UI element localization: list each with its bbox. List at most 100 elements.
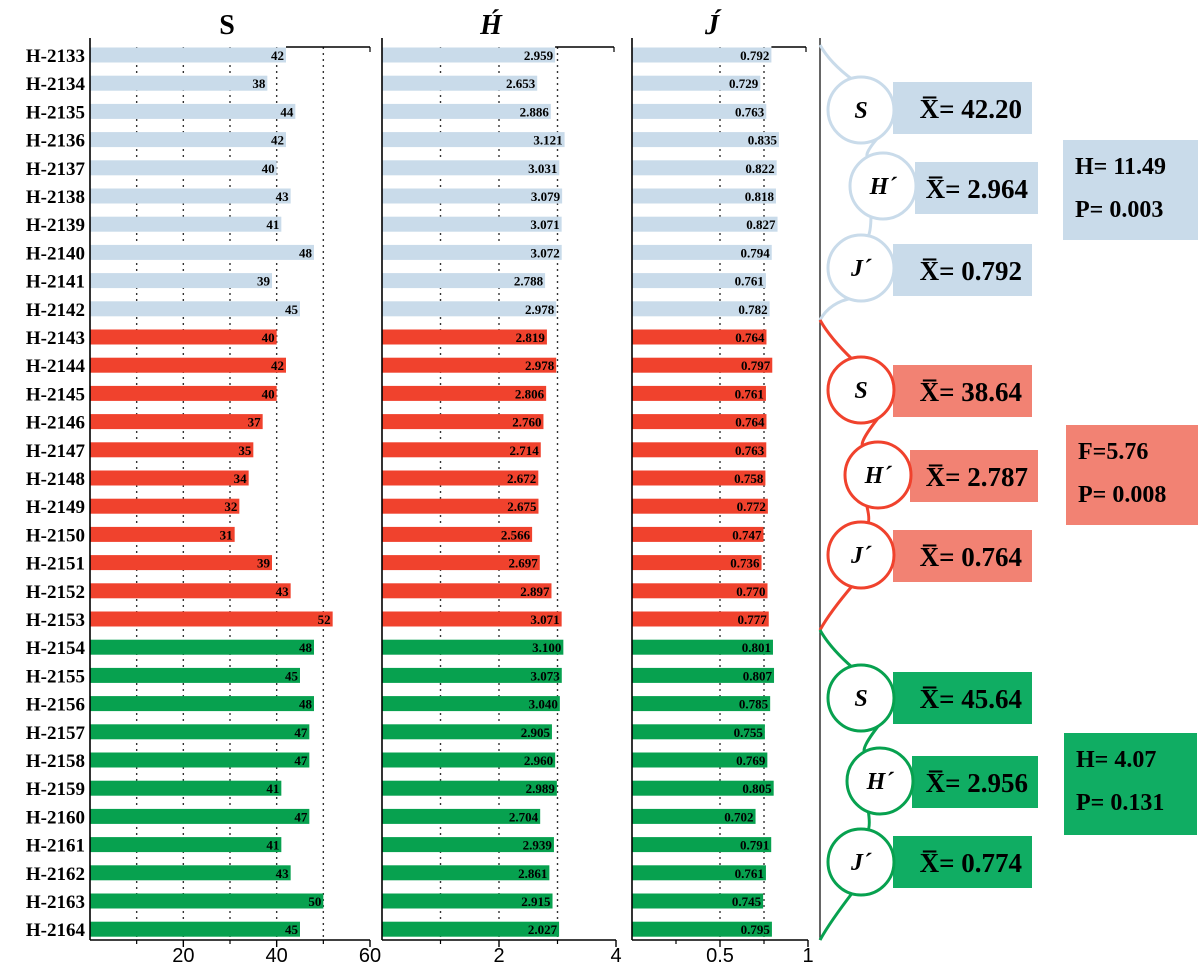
bar-H-2148 <box>382 470 539 486</box>
data-label: 40 <box>262 386 275 401</box>
bar-H-2151 <box>632 555 762 571</box>
row-label-H-2161: H-2161 <box>26 836 85 857</box>
bar-H-2151 <box>382 555 540 571</box>
bar-H-2141 <box>382 273 546 289</box>
data-label: 2.819 <box>516 330 546 345</box>
data-label: 0.761 <box>735 866 764 881</box>
x-tick-label: 0.5 <box>706 945 734 967</box>
row-label-H-2162: H-2162 <box>26 864 85 885</box>
bar-H-2152 <box>382 583 552 599</box>
data-label: 0.801 <box>742 640 771 655</box>
bar-H-2154 <box>632 639 773 655</box>
bar-H-2146 <box>90 414 263 430</box>
bar-H-2161 <box>632 837 772 853</box>
data-label: 2.653 <box>506 76 536 91</box>
metric-circle <box>826 355 896 425</box>
data-label: 48 <box>299 245 313 260</box>
mean-box <box>893 530 1032 582</box>
bar-H-2152 <box>90 583 291 599</box>
bar-H-2137 <box>632 160 777 176</box>
data-label: 3.079 <box>531 189 561 204</box>
data-label: 2.905 <box>521 725 551 740</box>
row-label-H-2135: H-2135 <box>26 102 85 123</box>
data-label: 0.797 <box>741 358 771 373</box>
data-label: 2.806 <box>515 386 545 401</box>
bar-H-2144 <box>382 357 557 373</box>
metric-label: J´ <box>850 543 872 569</box>
data-label: 3.071 <box>530 217 559 232</box>
bar-H-2148 <box>632 470 766 486</box>
bar-H-2164 <box>382 921 560 937</box>
bar-H-2143 <box>382 329 547 345</box>
row-label-H-2164: H-2164 <box>26 920 86 941</box>
row-label-H-2142: H-2142 <box>26 300 85 321</box>
bar-H-2145 <box>632 385 766 401</box>
test-statistic: H= 4.07 <box>1076 747 1156 773</box>
bar-H-2156 <box>632 696 771 712</box>
data-label: 2.939 <box>523 838 553 853</box>
metric-label: H´ <box>864 463 893 489</box>
bar-H-2154 <box>382 639 564 655</box>
data-label: 3.100 <box>532 640 561 655</box>
bar-H-2159 <box>382 780 557 796</box>
data-label: 0.770 <box>736 584 765 599</box>
data-label: 0.794 <box>740 245 770 260</box>
data-label: 0.805 <box>742 781 772 796</box>
bar-H-2135 <box>382 103 551 119</box>
bar-H-2149 <box>90 498 240 514</box>
data-label: 0.761 <box>735 274 764 289</box>
data-label: 0.736 <box>730 556 760 571</box>
data-label: 0.807 <box>743 668 773 683</box>
data-label: 0.761 <box>735 386 764 401</box>
bar-H-2144 <box>632 357 773 373</box>
mean-value: X̅= 45.64 <box>920 684 1022 714</box>
data-label: 47 <box>294 809 308 824</box>
row-label-H-2133: H-2133 <box>26 46 85 67</box>
data-label: 41 <box>266 217 279 232</box>
bar-H-2146 <box>382 414 544 430</box>
data-label: 0.785 <box>739 697 769 712</box>
data-label: 0.764 <box>735 330 765 345</box>
bar-H-2153 <box>632 611 769 627</box>
data-label: 31 <box>220 527 233 542</box>
data-label: 43 <box>276 866 290 881</box>
test-statistic: P= 0.003 <box>1075 197 1163 223</box>
bar-H-2164 <box>90 921 300 937</box>
data-label: 35 <box>238 443 252 458</box>
data-label: 0.745 <box>732 894 762 909</box>
bar-H-2149 <box>632 498 768 514</box>
data-label: 2.960 <box>524 753 553 768</box>
bar-H-2159 <box>90 780 282 796</box>
data-label: 0.822 <box>745 161 774 176</box>
bar-H-2162 <box>632 865 766 881</box>
bar-H-2163 <box>90 893 324 909</box>
data-label: 47 <box>294 725 308 740</box>
metric-label: H´ <box>866 769 895 795</box>
data-label: 38 <box>252 76 266 91</box>
metric-label: J´ <box>850 256 872 282</box>
bar-H-2133 <box>90 47 286 63</box>
data-label: 2.989 <box>526 781 556 796</box>
bar-H-2140 <box>90 244 314 260</box>
bar-H-2156 <box>90 696 314 712</box>
bar-H-2135 <box>90 103 296 119</box>
bar-H-2150 <box>90 526 235 542</box>
bar-H-2162 <box>90 865 291 881</box>
row-label-H-2151: H-2151 <box>26 554 85 575</box>
bar-H-2146 <box>632 414 767 430</box>
data-label: 0.782 <box>738 302 767 317</box>
bar-H-2160 <box>632 808 756 824</box>
x-tick-label: 60 <box>359 945 381 967</box>
bar-H-2161 <box>90 837 282 853</box>
data-label: 0.777 <box>738 612 768 627</box>
data-label: 2.915 <box>521 894 551 909</box>
group-connector <box>818 44 885 321</box>
data-label: 2.978 <box>525 358 555 373</box>
row-label-H-2152: H-2152 <box>26 582 85 603</box>
bar-H-2153 <box>382 611 562 627</box>
panel-title: J́ <box>704 10 722 41</box>
data-label: 3.040 <box>529 697 558 712</box>
bar-H-2134 <box>90 75 268 91</box>
x-tick-label: 40 <box>266 945 288 967</box>
metric-circle <box>826 75 896 145</box>
